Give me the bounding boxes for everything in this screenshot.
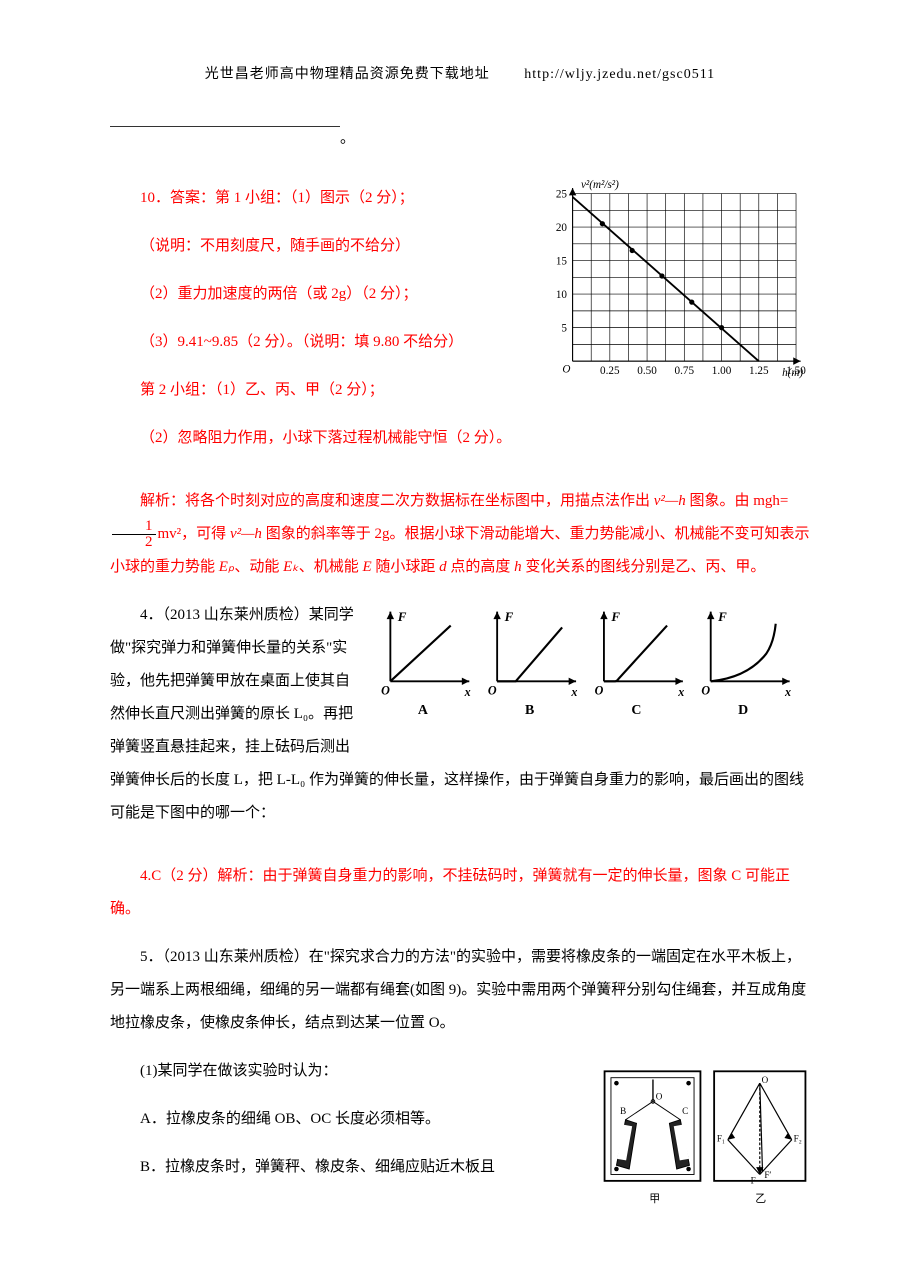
svg-text:O: O: [701, 683, 710, 697]
q4-option-graphs: Fx O A Fx O B Fx O C Fx O D: [370, 607, 810, 750]
svg-text:O: O: [656, 1091, 663, 1101]
svg-text:15: 15: [556, 255, 568, 267]
svg-text:1.00: 1.00: [712, 365, 732, 377]
xlabel: h(m): [782, 367, 803, 379]
graph-v2-h: 0.250.500.751.001.251.50510152025 v²(m²/…: [540, 167, 810, 410]
header-url: http://wljy.jzedu.net/gsc0511: [524, 67, 715, 82]
svg-text:F₁: F₁: [717, 1133, 725, 1143]
svg-text:F: F: [717, 609, 727, 624]
fraction-half: 12: [112, 519, 156, 550]
svg-text:F: F: [751, 1175, 756, 1185]
q4-answer: 4.C（2 分）解析：由于弹簧自身重力的影响，不挂砝码时，弹簧就有一定的伸长量，…: [110, 860, 810, 926]
svg-text:B: B: [525, 703, 534, 718]
blank-answer-line: 。: [110, 111, 810, 167]
page-header: 光世昌老师高中物理精品资源免费下载地址 http://wljy.jzedu.ne…: [110, 60, 810, 91]
answer10-line6: （2）忽略阻力作用，小球下落过程机械能守恒（2 分）。: [110, 422, 810, 455]
svg-text:C: C: [631, 703, 641, 718]
q5-stem: 5．（2013 山东莱州质检）在"探究求合力的方法"的实验中，需要将橡皮条的一端…: [110, 941, 810, 1040]
svg-text:O: O: [488, 683, 497, 697]
origin-label: O: [562, 363, 570, 375]
graph-grid: [573, 193, 796, 361]
svg-text:O: O: [762, 1075, 769, 1085]
explain10: 解析：将各个时刻对应的高度和速度二次方数据标在坐标图中，用描点法作出 v²—h …: [110, 485, 810, 584]
svg-text:x: x: [464, 685, 471, 699]
svg-text:D: D: [738, 703, 748, 718]
svg-text:O: O: [595, 683, 604, 697]
svg-text:F: F: [504, 609, 514, 624]
q5-figures: O B C 甲 O F₁ F₂ F F′ 乙: [600, 1065, 810, 1223]
svg-text:B: B: [620, 1106, 626, 1116]
svg-text:25: 25: [556, 188, 568, 200]
graph-axes: [569, 188, 801, 365]
ylabel: v²(m²/s²): [581, 179, 619, 191]
svg-text:1.25: 1.25: [749, 365, 769, 377]
svg-text:F₂: F₂: [794, 1133, 802, 1143]
graph-ticks: 0.250.500.751.001.251.50510152025: [556, 188, 806, 377]
svg-text:F: F: [610, 609, 620, 624]
svg-text:A: A: [418, 703, 428, 718]
svg-text:C: C: [682, 1106, 688, 1116]
svg-text:甲: 甲: [649, 1193, 660, 1205]
svg-text:O: O: [381, 683, 390, 697]
svg-text:5: 5: [561, 322, 567, 334]
svg-text:x: x: [677, 685, 684, 699]
svg-text:0.75: 0.75: [675, 365, 695, 377]
header-text: 光世昌老师高中物理精品资源免费下载地址: [205, 67, 490, 82]
svg-text:x: x: [570, 685, 577, 699]
svg-text:0.25: 0.25: [600, 365, 620, 377]
svg-text:20: 20: [556, 222, 568, 234]
svg-text:0.50: 0.50: [637, 365, 657, 377]
svg-text:F: F: [397, 609, 407, 624]
svg-text:x: x: [784, 685, 791, 699]
svg-text:F′: F′: [764, 1170, 771, 1180]
svg-text:10: 10: [556, 289, 568, 301]
svg-text:乙: 乙: [755, 1192, 766, 1205]
